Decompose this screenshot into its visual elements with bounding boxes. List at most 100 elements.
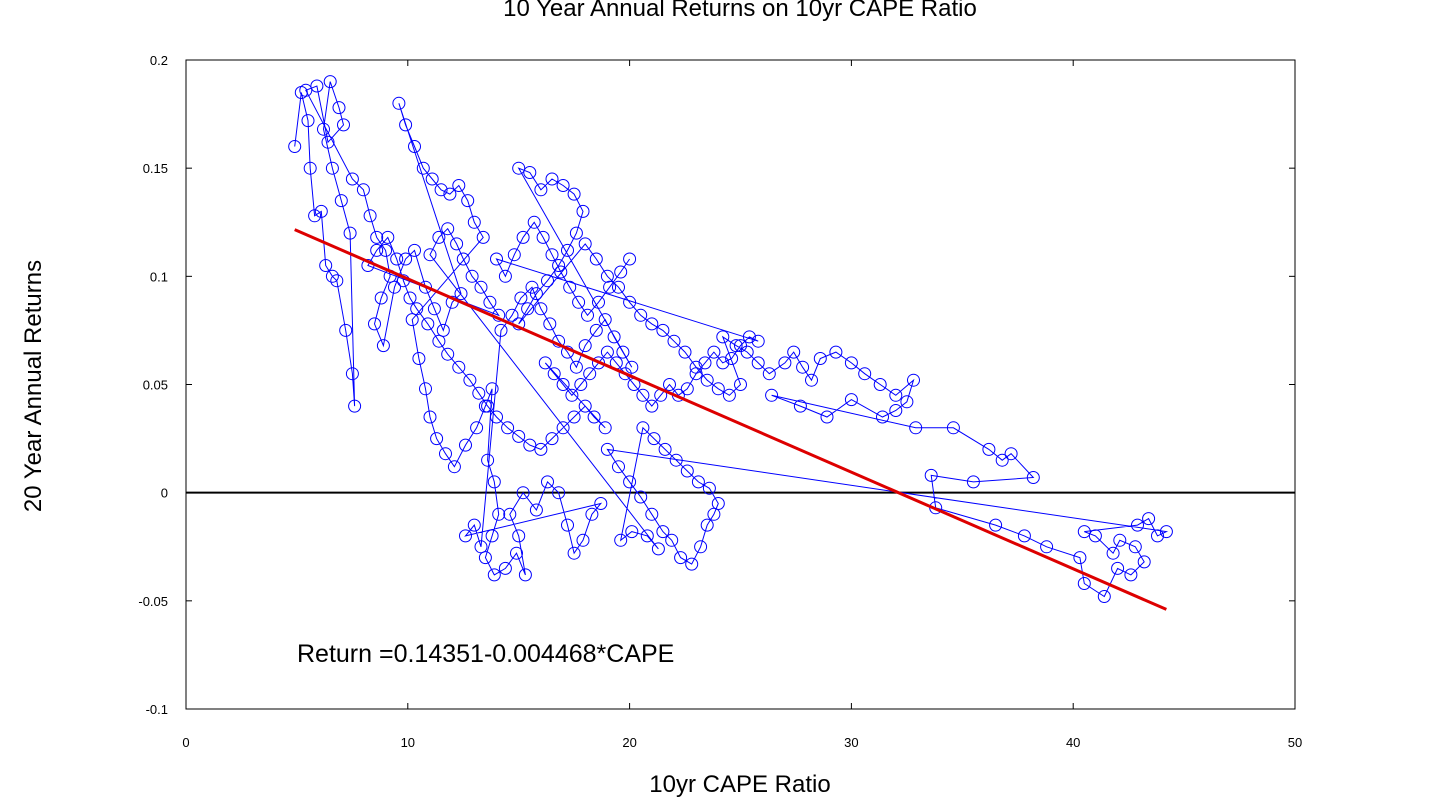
y-tick-label: 0.15 bbox=[143, 161, 168, 176]
data-point bbox=[310, 79, 324, 93]
data-point bbox=[592, 295, 605, 309]
data-point bbox=[946, 421, 960, 435]
data-point bbox=[614, 533, 628, 547]
data-point bbox=[321, 135, 335, 149]
data-point bbox=[1017, 529, 1031, 543]
data-point bbox=[578, 399, 592, 413]
data-point bbox=[578, 339, 592, 353]
data-point bbox=[325, 161, 339, 175]
data-point bbox=[640, 529, 654, 543]
data-point bbox=[600, 269, 614, 283]
data-series bbox=[288, 75, 1173, 603]
data-point bbox=[565, 388, 579, 402]
data-point bbox=[1159, 525, 1173, 539]
data-point bbox=[567, 546, 581, 560]
data-point bbox=[876, 410, 889, 424]
data-point bbox=[1113, 533, 1127, 547]
data-point bbox=[729, 339, 743, 353]
data-point bbox=[356, 183, 370, 197]
data-point bbox=[813, 352, 827, 365]
data-point bbox=[585, 507, 599, 521]
data-point bbox=[323, 75, 337, 89]
data-point bbox=[552, 259, 566, 272]
data-point bbox=[1097, 590, 1111, 603]
data-point bbox=[370, 243, 384, 257]
data-point bbox=[569, 226, 583, 240]
data-point bbox=[514, 291, 528, 305]
data-point bbox=[889, 388, 903, 402]
data-point bbox=[363, 209, 377, 223]
data-point bbox=[452, 360, 466, 374]
data-point bbox=[1142, 512, 1156, 526]
data-point bbox=[658, 442, 672, 456]
data-point bbox=[765, 388, 779, 402]
data-point bbox=[711, 382, 725, 396]
data-point bbox=[900, 395, 914, 409]
data-point bbox=[907, 373, 920, 387]
data-point bbox=[314, 204, 328, 218]
data-point bbox=[751, 334, 765, 348]
data-point bbox=[581, 308, 594, 322]
regression-line bbox=[294, 228, 1167, 611]
data-point bbox=[423, 410, 437, 424]
data-point bbox=[600, 442, 614, 456]
data-point bbox=[685, 557, 699, 571]
data-point bbox=[481, 399, 495, 413]
x-tick-label: 20 bbox=[622, 735, 636, 750]
data-point bbox=[476, 230, 490, 244]
data-point bbox=[625, 360, 639, 374]
data-point bbox=[490, 252, 503, 266]
data-point bbox=[989, 518, 1003, 532]
data-point bbox=[1077, 525, 1091, 539]
data-point bbox=[516, 486, 530, 500]
data-point bbox=[554, 265, 568, 279]
data-point bbox=[474, 280, 488, 294]
data-point bbox=[379, 243, 393, 257]
data-point bbox=[319, 259, 333, 272]
data-point bbox=[829, 345, 843, 359]
data-point bbox=[623, 295, 637, 309]
data-point bbox=[485, 529, 499, 543]
data-point bbox=[576, 533, 590, 547]
data-point bbox=[634, 308, 648, 322]
y-tick-label: -0.05 bbox=[138, 594, 168, 609]
data-point bbox=[403, 291, 417, 305]
data-point bbox=[598, 421, 612, 435]
data-point bbox=[740, 345, 754, 359]
data-point bbox=[332, 101, 346, 115]
data-point bbox=[547, 367, 561, 381]
data-point bbox=[734, 339, 747, 353]
data-point bbox=[288, 140, 302, 153]
data-point bbox=[436, 323, 450, 337]
y-tick-label: 0 bbox=[161, 486, 168, 501]
data-point bbox=[612, 280, 625, 294]
data-point bbox=[534, 183, 548, 197]
data-point bbox=[521, 302, 535, 316]
data-point bbox=[399, 118, 413, 132]
data-point bbox=[1004, 447, 1018, 461]
data-point bbox=[308, 209, 322, 223]
data-point bbox=[443, 187, 457, 201]
data-point bbox=[299, 83, 313, 97]
data-point bbox=[487, 475, 501, 489]
data-point bbox=[399, 252, 413, 266]
data-point bbox=[623, 475, 637, 489]
data-point bbox=[459, 438, 472, 452]
data-point bbox=[370, 230, 384, 244]
data-point bbox=[545, 248, 559, 262]
data-point bbox=[374, 291, 388, 305]
data-point bbox=[592, 356, 605, 370]
data-point bbox=[416, 161, 430, 175]
data-point bbox=[1073, 551, 1087, 565]
data-point bbox=[563, 280, 577, 294]
data-point bbox=[567, 410, 581, 424]
data-point bbox=[594, 497, 608, 510]
data-point bbox=[700, 373, 714, 387]
data-point bbox=[501, 421, 515, 435]
data-point bbox=[995, 453, 1009, 467]
data-point bbox=[574, 378, 588, 391]
data-point bbox=[805, 373, 818, 387]
data-point bbox=[656, 323, 670, 337]
data-point bbox=[534, 302, 548, 316]
